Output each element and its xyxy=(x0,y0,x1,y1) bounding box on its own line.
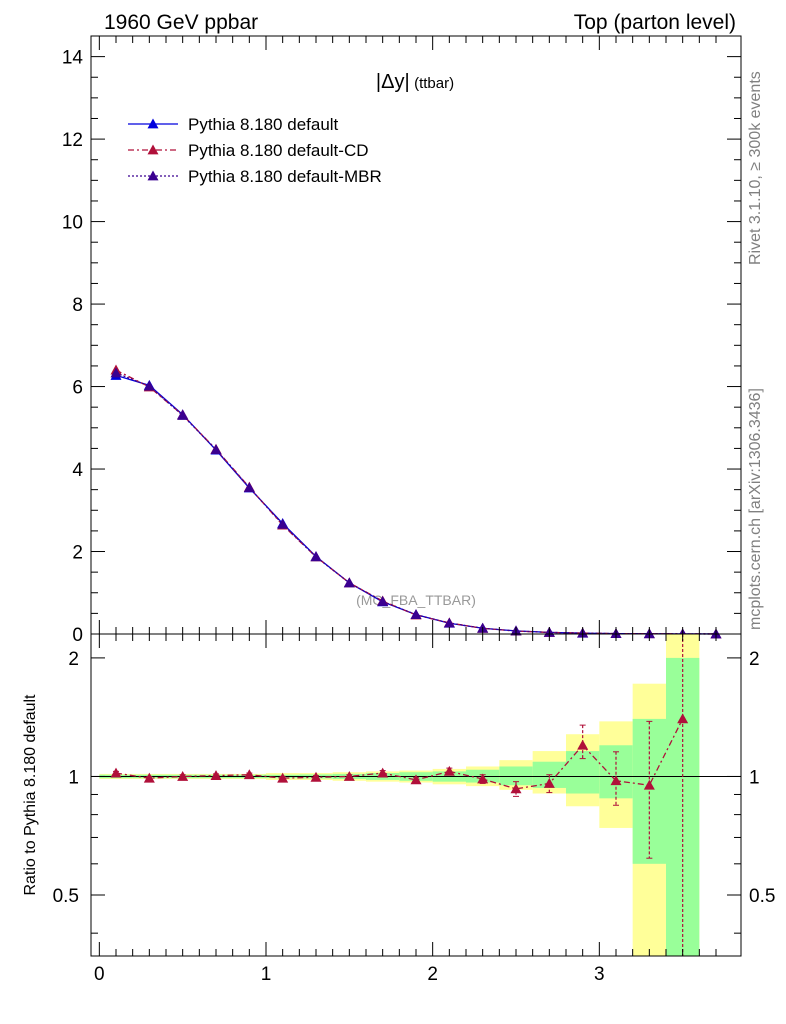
ratio-ytick-label-right: 1 xyxy=(749,767,760,788)
main-ytick-label: 2 xyxy=(72,543,83,564)
main-ytick-label: 10 xyxy=(62,213,83,234)
main-ytick-labels: 0 2 4 6 8 10 12 14 xyxy=(62,48,84,646)
ratio-point-cd xyxy=(610,775,622,786)
point-mbr xyxy=(243,482,255,492)
point-mbr xyxy=(443,617,455,628)
legend: Pythia 8.180 default Pythia 8.180 default… xyxy=(128,115,382,186)
ratio-point-cd xyxy=(543,777,555,788)
xtick-label: 3 xyxy=(594,964,605,985)
ratio-point-cd xyxy=(343,770,355,781)
ratio-point-cd xyxy=(410,774,422,785)
ratio-point-cd xyxy=(110,767,122,778)
xtick-label: 0 xyxy=(94,964,105,985)
ratio-series-group xyxy=(110,633,689,957)
point-mbr xyxy=(377,595,389,606)
point-mbr xyxy=(410,609,422,620)
ratio-ytick-label-left: 2 xyxy=(68,649,79,670)
header-right: Top (parton level) xyxy=(574,11,736,34)
ratio-ytick-labels: 0.5 0.5 1 1 2 2 xyxy=(53,649,776,907)
main-ytick-label: 12 xyxy=(62,130,83,151)
xtick-labels: 0 1 2 3 xyxy=(94,964,605,985)
ratio-point-cd xyxy=(177,770,189,781)
ratio-point-cd xyxy=(510,783,522,794)
legend-label-mbr: Pythia 8.180 default-MBR xyxy=(188,167,382,186)
ratio-point-cd xyxy=(210,770,222,780)
legend-label-default: Pythia 8.180 default xyxy=(188,115,339,134)
legend-marker-cd xyxy=(147,144,159,155)
ratio-point-cd xyxy=(143,772,155,783)
ratio-point-cd xyxy=(443,765,455,776)
chart-title-main: |Δy| xyxy=(376,71,410,93)
chart-title-sub: (ttbar) xyxy=(414,75,454,92)
xtick-label: 2 xyxy=(427,964,438,985)
point-mbr xyxy=(177,409,189,420)
xtick-label: 1 xyxy=(261,964,272,985)
ratio-ytick-label-right: 2 xyxy=(749,649,760,670)
legend-marker-default xyxy=(147,118,159,129)
ratio-line-cd xyxy=(115,718,684,790)
band-green xyxy=(499,766,533,786)
header-left: 1960 GeV ppbar xyxy=(104,11,258,34)
ratio-point-cd xyxy=(643,779,655,790)
ratio-panel: 0.5 0.5 1 1 2 2 0 1 2 3 Ratio to Pythia 8.180 de… xyxy=(22,633,776,985)
ratio-point-cd xyxy=(243,769,255,780)
main-ytick-label: 4 xyxy=(72,460,83,481)
main-ytick-label: 6 xyxy=(72,378,83,399)
point-mbr xyxy=(310,551,322,562)
ratio-ytick-label-left: 1 xyxy=(68,767,79,788)
main-ytick-label: 0 xyxy=(72,625,83,646)
main-ticks xyxy=(91,36,741,635)
ratio-point-cd xyxy=(677,713,689,724)
ratio-point-cd xyxy=(310,771,322,782)
legend-marker-mbr xyxy=(147,170,159,181)
mcplots-label: mcplots.cern.ch [arXiv:1306.3436] xyxy=(747,388,764,630)
main-ytick-label: 8 xyxy=(72,295,83,316)
ratio-point-cd xyxy=(577,739,589,750)
rivet-label: Rivet 3.1.10, ≥ 300k events xyxy=(747,71,764,265)
watermark: (MC_FBA_TTBAR) xyxy=(356,592,476,608)
point-mbr xyxy=(110,367,122,378)
chart-title: |Δy| (ttbar) xyxy=(376,71,454,93)
ratio-point-cd xyxy=(477,773,489,784)
ratio-point-cd xyxy=(277,772,289,783)
legend-label-cd: Pythia 8.180 default-CD xyxy=(188,141,369,160)
ratio-ylabel: Ratio to Pythia 8.180 default xyxy=(22,694,39,896)
ratio-bands xyxy=(99,634,700,956)
main-ytick-label: 14 xyxy=(62,48,84,69)
point-mbr xyxy=(210,444,222,455)
point-mbr xyxy=(143,380,155,391)
ratio-ytick-label-right: 0.5 xyxy=(749,886,775,907)
point-mbr xyxy=(277,518,289,529)
point-mbr xyxy=(343,577,355,588)
ratio-ticks xyxy=(91,634,741,956)
ratio-point-cd xyxy=(377,767,389,778)
ratio-ytick-label-left: 0.5 xyxy=(53,886,79,907)
